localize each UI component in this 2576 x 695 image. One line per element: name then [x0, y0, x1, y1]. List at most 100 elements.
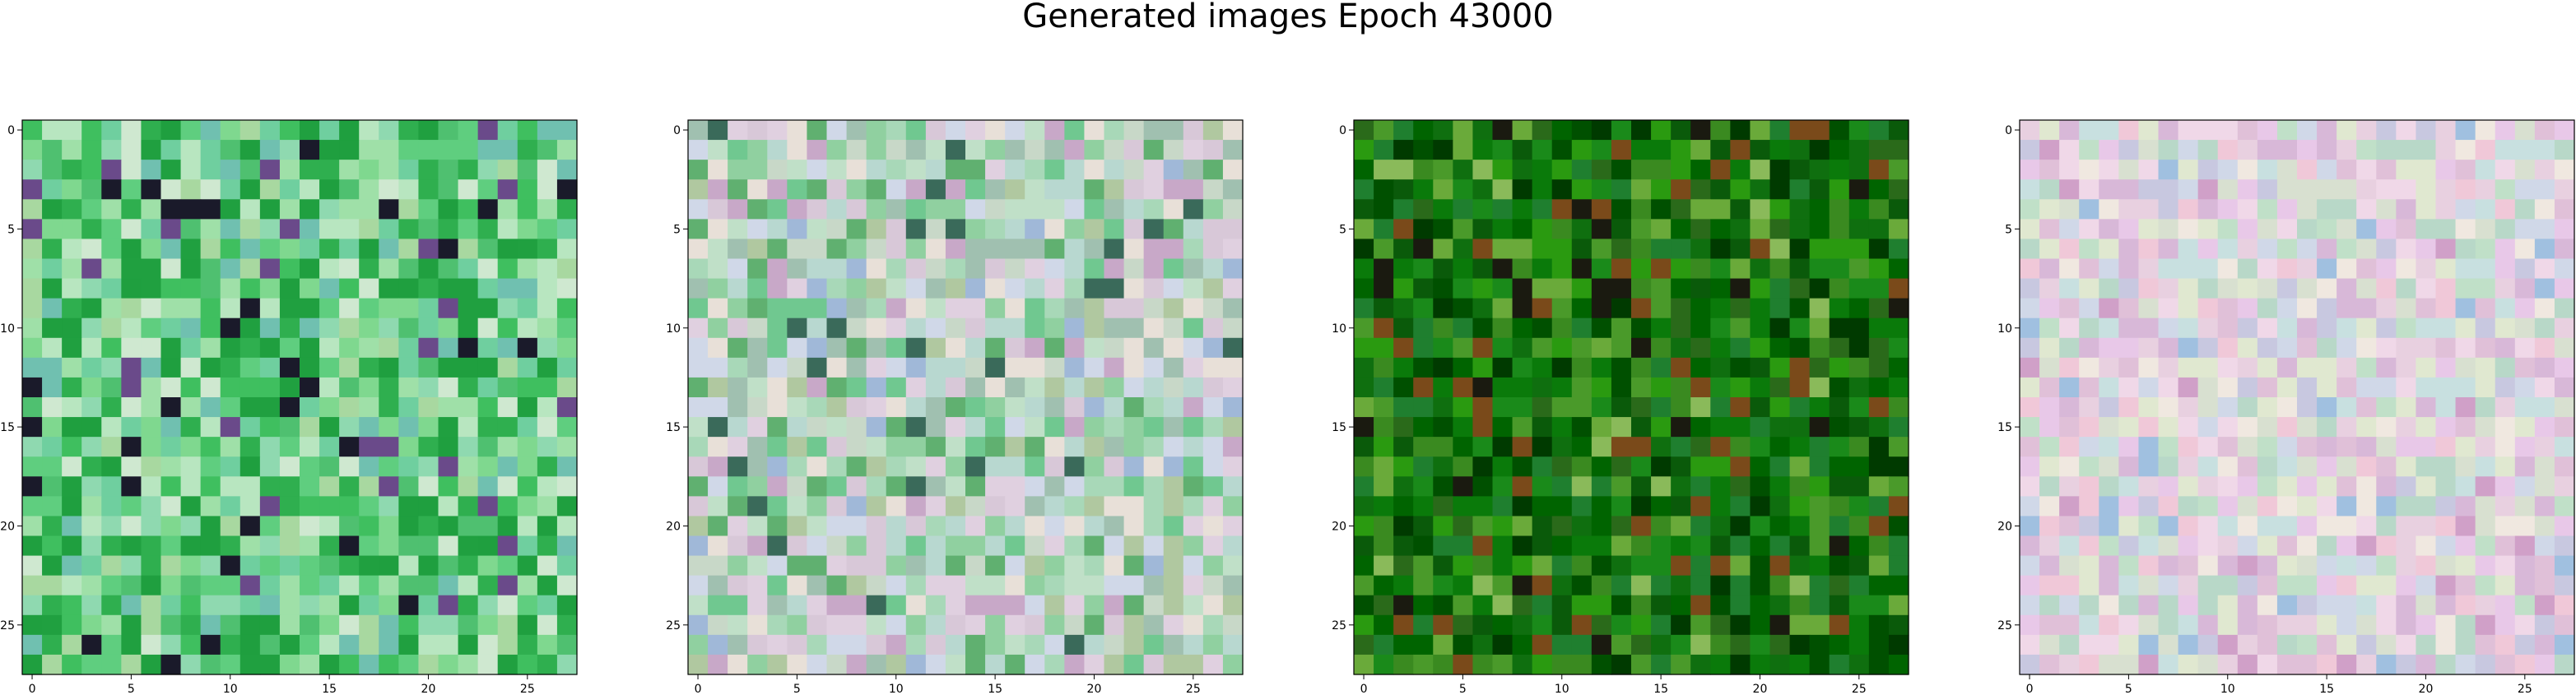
- image-pixel: [1005, 476, 1025, 497]
- image-pixel: [497, 476, 518, 497]
- image-pixel: [2514, 278, 2536, 299]
- image-pixel: [2257, 437, 2278, 457]
- image-pixel: [1453, 476, 1474, 497]
- image-pixel: [688, 357, 709, 378]
- image-pixel: [239, 357, 261, 378]
- image-pixel: [945, 417, 966, 438]
- image-pixel: [1591, 120, 1612, 141]
- image-pixel: [1005, 397, 1025, 418]
- image-pixel: [1611, 179, 1632, 200]
- image-pixel: [418, 456, 439, 477]
- image-pixel: [1571, 417, 1593, 438]
- image-pixel: [846, 397, 867, 418]
- image-pixel: [379, 160, 399, 180]
- x-tick-label: 5: [128, 683, 135, 695]
- image-pixel: [22, 397, 43, 418]
- image-pixel: [2455, 654, 2476, 675]
- image-pixel: [1413, 278, 1434, 299]
- image-pixel: [200, 317, 221, 339]
- image-pixel: [767, 357, 788, 378]
- image-pixel: [2376, 535, 2397, 557]
- image-pixel: [339, 199, 360, 220]
- image-pixel: [379, 535, 399, 557]
- image-pixel: [1104, 476, 1125, 497]
- image-pixel: [905, 654, 927, 675]
- image-pixel: [2475, 575, 2496, 596]
- image-pixel: [2297, 476, 2318, 497]
- image-pixel: [220, 437, 241, 457]
- image-pixel: [2079, 377, 2099, 398]
- image-pixel: [1044, 278, 1065, 299]
- image-pixel: [1005, 298, 1025, 319]
- image-pixel: [2217, 278, 2239, 299]
- image-pixel: [1868, 575, 1890, 596]
- image-pixel: [497, 120, 518, 141]
- image-pixel: [925, 397, 946, 418]
- image-pixel: [556, 179, 578, 200]
- image-pixel: [458, 397, 479, 418]
- image-pixel: [747, 437, 768, 457]
- image-pixel: [1651, 575, 1672, 596]
- image-pixel: [905, 317, 927, 339]
- image-pixel: [556, 160, 578, 180]
- image-pixel: [905, 575, 927, 596]
- image-pixel: [2435, 555, 2457, 577]
- image-pixel: [2455, 120, 2476, 141]
- image-pixel: [2356, 357, 2377, 378]
- image-pixel: [1710, 496, 1731, 517]
- image-pixel: [438, 417, 459, 438]
- image-pixel: [1163, 179, 1184, 200]
- image-pixel: [2059, 614, 2080, 636]
- image-pixel: [2356, 298, 2377, 319]
- image-pixel: [787, 278, 808, 299]
- image-pixel: [2356, 397, 2377, 418]
- image-pixel: [2020, 120, 2040, 141]
- image-pixel: [101, 595, 122, 616]
- y-tick-label: 10: [666, 322, 681, 336]
- image-pixel: [886, 317, 907, 339]
- image-pixel: [1433, 535, 1453, 557]
- image-pixel: [1044, 377, 1065, 398]
- image-pixel: [886, 614, 907, 636]
- image-pixel: [1163, 595, 1184, 616]
- image-pixel: [1789, 555, 1811, 577]
- image-pixel: [180, 476, 202, 497]
- image-pixel: [398, 654, 420, 675]
- image-pixel: [1571, 595, 1593, 616]
- image-pixel: [1730, 634, 1751, 656]
- image-pixel: [1143, 160, 1165, 180]
- image-pixel: [1750, 219, 1771, 240]
- image-pixel: [866, 516, 887, 537]
- image-pixel: [1084, 456, 1105, 477]
- image-pixel: [2554, 239, 2575, 260]
- image-pixel: [767, 317, 788, 339]
- image-pixel: [160, 317, 182, 339]
- image-pixel: [239, 437, 261, 457]
- image-pixel: [925, 258, 946, 280]
- image-pixel: [985, 397, 1006, 418]
- image-pixel: [2118, 595, 2140, 616]
- image-pixel: [398, 219, 420, 240]
- image-pixel: [2039, 258, 2060, 280]
- image-pixel: [319, 239, 340, 260]
- image-pixel: [1064, 239, 1086, 260]
- image-pixel: [807, 437, 828, 457]
- image-pixel: [2237, 456, 2258, 477]
- image-pixel: [1829, 298, 1850, 319]
- image-pixel: [2178, 614, 2199, 636]
- image-pixel: [438, 377, 459, 398]
- image-pixel: [22, 160, 43, 180]
- image-pixel: [1104, 258, 1125, 280]
- image-pixel: [2495, 496, 2516, 517]
- image-pixel: [537, 634, 558, 656]
- image-pixel: [537, 535, 558, 557]
- image-pixel: [1433, 199, 1453, 220]
- image-pixel: [747, 614, 768, 636]
- image-pixel: [787, 575, 808, 596]
- image-pixel: [1183, 456, 1204, 477]
- image-pixel: [1671, 417, 1691, 438]
- image-pixel: [2178, 219, 2199, 240]
- image-pixel: [477, 456, 499, 477]
- image-pixel: [121, 258, 142, 280]
- image-pixel: [1183, 337, 1204, 359]
